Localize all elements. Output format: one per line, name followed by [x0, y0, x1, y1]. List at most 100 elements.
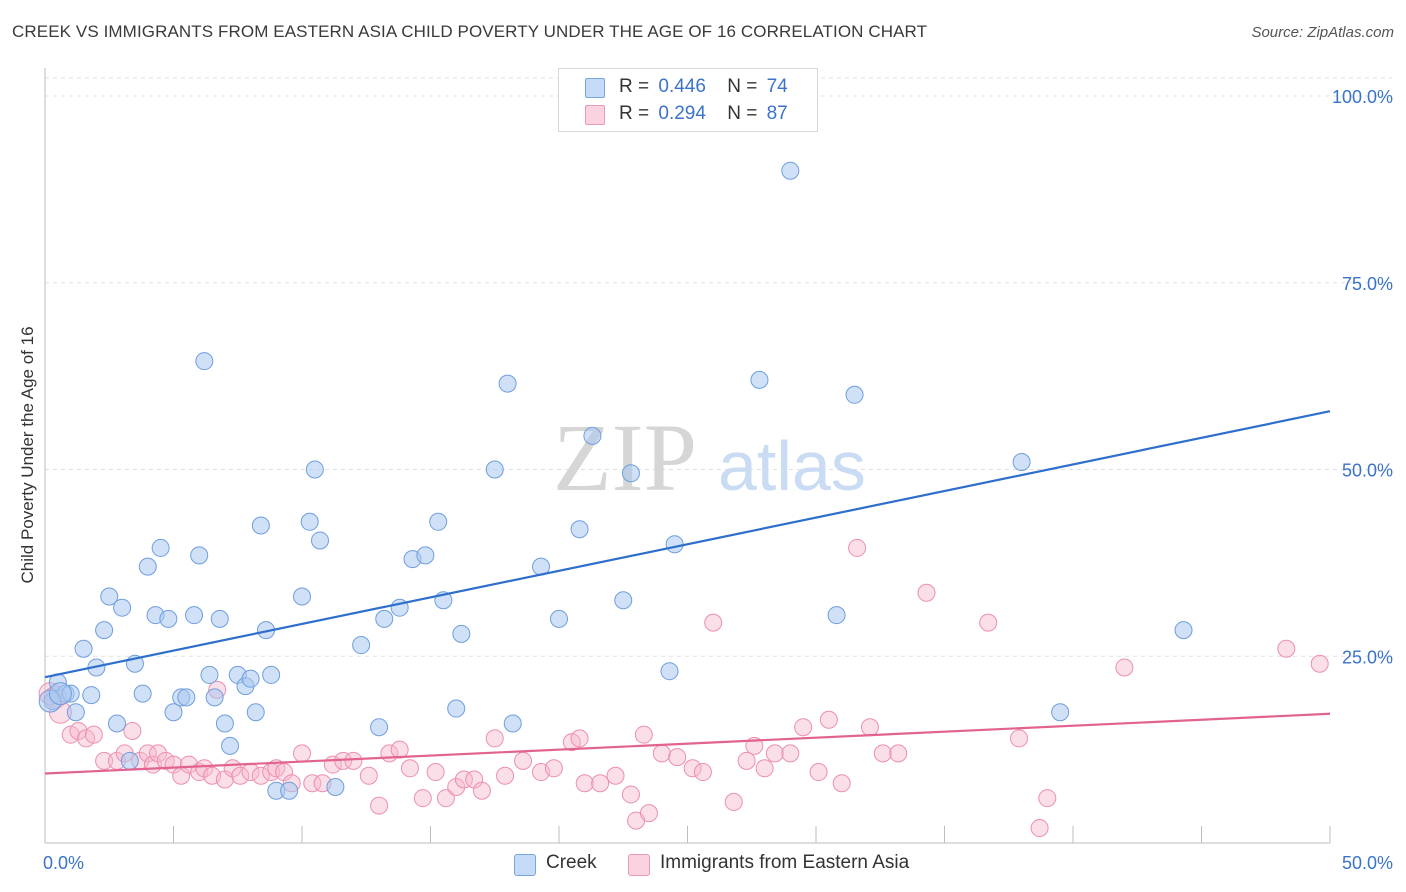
imm-point: [454, 770, 473, 789]
imm-point: [123, 721, 142, 740]
imm-point: [95, 751, 114, 770]
creek-point: [246, 703, 265, 722]
creek-point: [1174, 621, 1193, 640]
creek-point: [74, 639, 93, 658]
imm-point: [570, 729, 589, 748]
creek-point: [503, 714, 522, 733]
creek-point: [107, 714, 126, 733]
creek-point: [300, 512, 319, 531]
creek-point: [262, 665, 281, 684]
creek-point: [305, 460, 324, 479]
imm-point: [496, 766, 515, 785]
imm-point: [693, 763, 712, 782]
creek-point: [416, 546, 435, 565]
imm-point: [436, 789, 455, 808]
creek-point: [570, 520, 589, 539]
imm-point: [819, 710, 838, 729]
imm-point: [1038, 789, 1057, 808]
imm-point: [606, 766, 625, 785]
legend-r-label: R =: [619, 103, 650, 124]
legend-n-label: N =: [727, 76, 758, 97]
creek-point: [326, 777, 345, 796]
y-tick-label: 75.0%: [1342, 274, 1393, 294]
creek-point: [241, 669, 260, 688]
creek-point: [352, 636, 371, 655]
watermark: ZIP atlas: [553, 404, 866, 511]
imm-point: [251, 766, 270, 785]
legend-r-value: 0.294: [658, 103, 706, 124]
imm-point: [634, 725, 653, 744]
creek-point: [452, 624, 471, 643]
watermark-zip: ZIP: [553, 404, 697, 511]
imm-point: [781, 744, 800, 763]
imm-point: [195, 759, 214, 778]
imm-point: [979, 613, 998, 632]
imm-point: [873, 744, 892, 763]
imm-point: [84, 725, 103, 744]
x-tick-label: 50.0%: [1342, 853, 1393, 873]
creek-point: [48, 682, 72, 706]
creek-point: [485, 460, 504, 479]
imm-point: [832, 774, 851, 793]
creek-point: [195, 352, 214, 371]
imm-point: [413, 789, 432, 808]
source-label: Source: ZipAtlas.com: [1251, 24, 1394, 41]
imm-point: [1310, 654, 1329, 673]
creek-point: [251, 516, 270, 535]
y-tick-label: 50.0%: [1342, 461, 1393, 481]
creek-point: [138, 557, 157, 576]
imm-point: [447, 777, 466, 796]
imm-point: [755, 759, 774, 778]
legend-n-label: N =: [727, 103, 758, 124]
creek-point: [151, 538, 170, 557]
legend-swatch-creek: [585, 78, 605, 98]
bottom-legend-swatch-creek: [514, 854, 536, 876]
creek-point: [665, 535, 684, 554]
imm-point: [544, 759, 563, 778]
imm-point: [472, 781, 491, 800]
creek-point: [159, 609, 178, 628]
creek-point: [660, 662, 679, 681]
creek-point: [221, 736, 240, 755]
creek-point: [781, 161, 800, 180]
imm-point: [737, 751, 756, 770]
imm-point: [426, 763, 445, 782]
creek-point: [550, 609, 568, 628]
creek-point: [614, 591, 633, 610]
axes: [44, 68, 1331, 844]
creek-point: [164, 703, 183, 722]
imm-point: [1277, 639, 1296, 658]
bottom-legend-label-creek: Creek: [546, 852, 597, 873]
creek-point: [113, 598, 132, 617]
creek-point: [498, 374, 517, 393]
legend-n-value: 87: [766, 103, 788, 124]
imm-point: [485, 729, 504, 748]
creek-point: [215, 714, 234, 733]
creek-point: [82, 686, 101, 705]
creek-point: [310, 531, 329, 550]
creek-point: [190, 546, 209, 565]
imm-point: [400, 759, 419, 778]
imm-point: [724, 792, 743, 811]
imm-point: [1030, 819, 1049, 838]
imm-point: [809, 763, 828, 782]
imm-point: [704, 613, 723, 632]
imm-point: [765, 744, 784, 763]
trend-lines: [44, 410, 1331, 775]
creek-point: [100, 587, 119, 606]
imm-point: [639, 804, 658, 823]
creek-point: [210, 609, 229, 628]
legend-swatch-imm: [585, 105, 605, 125]
creek-point: [583, 426, 602, 445]
legend-n-value: 74: [766, 76, 788, 97]
imm-point: [138, 744, 157, 763]
creek-point: [1051, 703, 1070, 722]
imm-point: [652, 744, 671, 763]
imm-point: [514, 751, 533, 770]
x-tick-label: 0.0%: [43, 853, 84, 873]
y-tick-label: 25.0%: [1342, 647, 1393, 667]
imm-point: [1010, 729, 1029, 748]
creek-point: [827, 606, 846, 625]
imm-point: [390, 740, 409, 759]
